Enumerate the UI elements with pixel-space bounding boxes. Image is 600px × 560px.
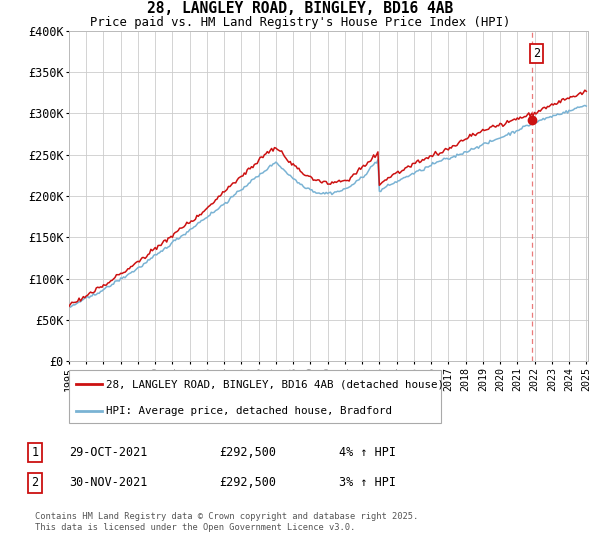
Text: Price paid vs. HM Land Registry's House Price Index (HPI): Price paid vs. HM Land Registry's House … xyxy=(90,16,510,29)
Text: £292,500: £292,500 xyxy=(219,446,276,459)
Text: 28, LANGLEY ROAD, BINGLEY, BD16 4AB: 28, LANGLEY ROAD, BINGLEY, BD16 4AB xyxy=(147,1,453,16)
Text: 4% ↑ HPI: 4% ↑ HPI xyxy=(339,446,396,459)
Text: 2: 2 xyxy=(533,48,541,60)
Text: Contains HM Land Registry data © Crown copyright and database right 2025.
This d: Contains HM Land Registry data © Crown c… xyxy=(35,512,418,532)
Text: 2: 2 xyxy=(31,476,38,489)
Text: 30-NOV-2021: 30-NOV-2021 xyxy=(69,476,148,489)
Text: 28, LANGLEY ROAD, BINGLEY, BD16 4AB (detached house): 28, LANGLEY ROAD, BINGLEY, BD16 4AB (det… xyxy=(106,380,444,390)
Text: £292,500: £292,500 xyxy=(219,476,276,489)
Text: 1: 1 xyxy=(31,446,38,459)
Text: 29-OCT-2021: 29-OCT-2021 xyxy=(69,446,148,459)
Text: HPI: Average price, detached house, Bradford: HPI: Average price, detached house, Brad… xyxy=(106,406,392,416)
Text: 3% ↑ HPI: 3% ↑ HPI xyxy=(339,476,396,489)
